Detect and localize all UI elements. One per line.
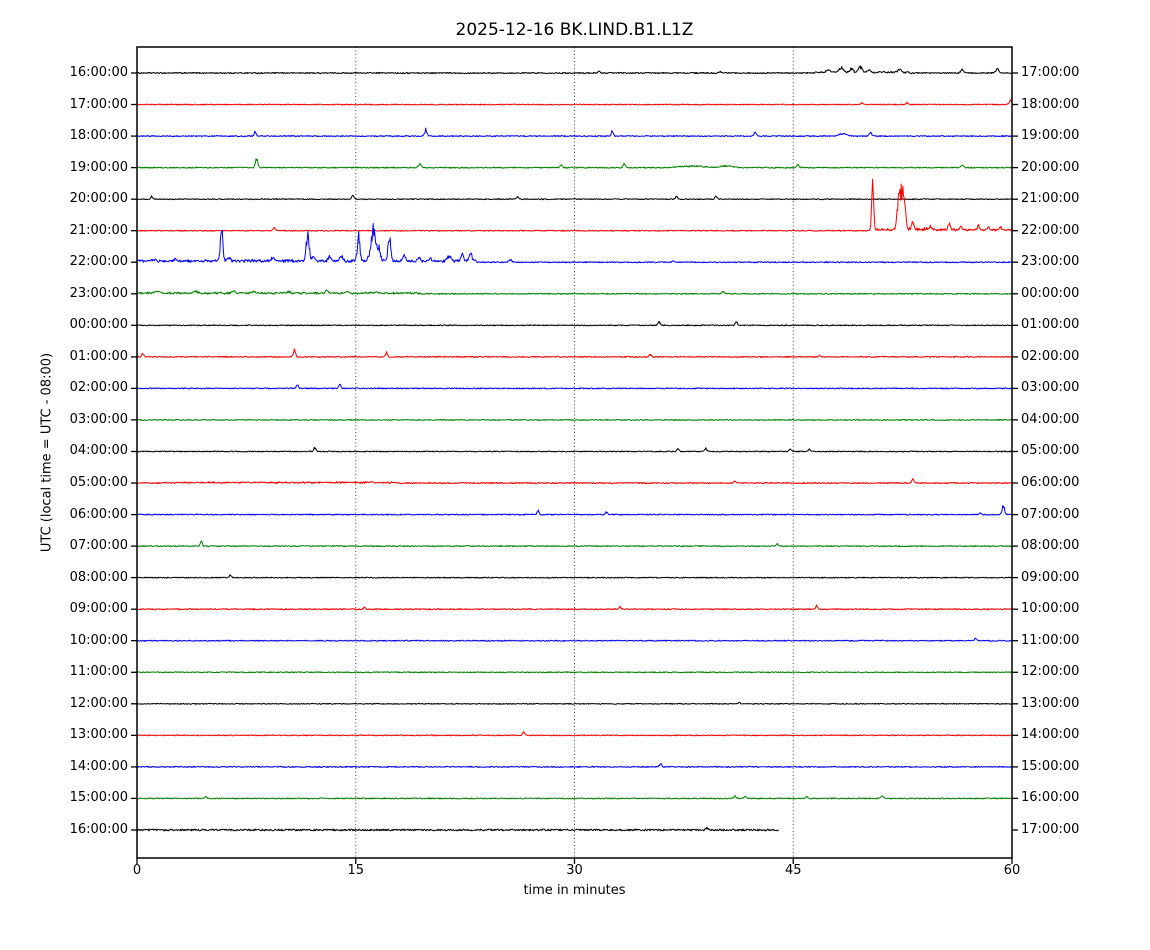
- trace-row-1700: [137, 99, 1012, 106]
- y-tick-label-utc: 19:00:00: [69, 159, 128, 175]
- trace-row-0900: [137, 604, 1012, 611]
- x-tick-label: 45: [784, 863, 802, 878]
- y-tick-label-local: 05:00:00: [1021, 443, 1080, 459]
- y-tick-label-local: 03:00:00: [1021, 380, 1080, 396]
- y-tick-label-utc: 12:00:00: [69, 695, 128, 711]
- y-tick-label-utc: 07:00:00: [69, 538, 128, 554]
- y-tick-label-utc: 16:00:00: [69, 821, 128, 837]
- trace-row-2000: [137, 194, 1012, 201]
- tick-marks: [131, 72, 1018, 864]
- y-tick-label-utc: 15:00:00: [69, 790, 128, 806]
- y-tick-label-local: 15:00:00: [1021, 758, 1080, 774]
- trace-group: [137, 65, 1012, 832]
- trace-row-1500: [137, 795, 1012, 800]
- y-tick-label-utc: 23:00:00: [69, 285, 128, 301]
- x-tick-label: 60: [1003, 863, 1021, 878]
- trace-row-2300: [137, 289, 1012, 295]
- trace-row-0700: [137, 540, 1012, 548]
- y-tick-label-utc: 17:00:00: [69, 96, 128, 112]
- y-tick-label-local: 07:00:00: [1021, 506, 1080, 522]
- y-tick-label-local: 18:00:00: [1021, 96, 1080, 112]
- y-tick-label-local: 01:00:00: [1021, 317, 1080, 333]
- y-tick-label-utc: 04:00:00: [69, 443, 128, 459]
- y-tick-label-local: 04:00:00: [1021, 411, 1080, 427]
- y-tick-label-utc: 14:00:00: [69, 758, 128, 774]
- x-tick-label: 30: [566, 863, 583, 878]
- trace-row-0800: [137, 574, 1012, 579]
- trace-row-0600: [137, 505, 1012, 516]
- y-tick-label-local: 09:00:00: [1021, 569, 1080, 585]
- x-tick-label: 15: [347, 863, 365, 878]
- y-tick-label-local: 23:00:00: [1021, 254, 1080, 270]
- trace-row-1800: [137, 127, 1012, 138]
- y-tick-label-local: 19:00:00: [1021, 128, 1080, 144]
- y-tick-label-utc: 00:00:00: [69, 317, 128, 333]
- y-tick-label-utc: 09:00:00: [69, 601, 128, 617]
- chart-title: 2025-12-16 BK.LIND.B1.L1Z: [455, 20, 694, 40]
- trace-row-0300: [137, 418, 1012, 421]
- y-tick-label-utc: 02:00:00: [69, 380, 128, 396]
- plot-frame: [136, 46, 1013, 859]
- y-tick-label-utc: 20:00:00: [69, 191, 128, 207]
- y-tick-label-local: 08:00:00: [1021, 538, 1080, 554]
- y-tick-label-utc: 21:00:00: [69, 222, 128, 238]
- y-tick-label-local: 17:00:00: [1021, 821, 1080, 837]
- trace-row-1600: [137, 826, 780, 832]
- trace-row-1200: [137, 701, 1012, 705]
- x-tick-label: 0: [132, 863, 142, 878]
- trace-row-1600: [137, 65, 1012, 75]
- y-tick-label-local: 14:00:00: [1021, 727, 1080, 743]
- y-tick-label-utc: 10:00:00: [69, 632, 128, 648]
- y-tick-label-local: 16:00:00: [1021, 790, 1080, 806]
- y-tick-label-utc: 05:00:00: [69, 475, 128, 491]
- trace-row-1400: [137, 763, 1012, 768]
- y-tick-label-utc: 13:00:00: [69, 727, 128, 743]
- trace-row-0100: [137, 348, 1012, 358]
- y-tick-label-local: 13:00:00: [1021, 695, 1080, 711]
- trace-row-2100: [137, 178, 1012, 232]
- y-tick-label-utc: 16:00:00: [69, 65, 128, 80]
- y-tick-label-utc: 18:00:00: [69, 128, 128, 144]
- trace-row-0500: [137, 478, 1012, 485]
- y-tick-label-local: 17:00:00: [1021, 65, 1080, 80]
- trace-row-1300: [137, 731, 1012, 737]
- trace-row-1000: [137, 637, 1012, 642]
- y-tick-label-local: 22:00:00: [1021, 222, 1080, 238]
- trace-row-0400: [137, 446, 1012, 453]
- y-tick-label-utc: 11:00:00: [69, 664, 128, 680]
- y-tick-label-utc: 03:00:00: [69, 411, 128, 427]
- trace-row-1900: [137, 158, 1012, 169]
- trace-row-2200: [137, 223, 1012, 264]
- y-tick-label-local: 02:00:00: [1021, 348, 1080, 364]
- trace-row-0200: [137, 383, 1012, 390]
- x-axis-label: time in minutes: [523, 883, 626, 898]
- trace-row-1100: [137, 671, 1012, 674]
- y-tick-label-local: 12:00:00: [1021, 664, 1080, 680]
- y-tick-label-local: 21:00:00: [1021, 191, 1080, 207]
- y-tick-label-utc: 01:00:00: [69, 348, 128, 364]
- y-tick-label-local: 00:00:00: [1021, 285, 1080, 301]
- trace-row-0000: [137, 320, 1012, 327]
- y-tick-label-utc: 22:00:00: [69, 254, 128, 270]
- y-tick-label-local: 20:00:00: [1021, 159, 1080, 175]
- y-tick-label-local: 06:00:00: [1021, 475, 1080, 491]
- y-tick-label-local: 10:00:00: [1021, 601, 1080, 617]
- y-tick-label-utc: 06:00:00: [69, 506, 128, 522]
- y-tick-label-local: 11:00:00: [1021, 632, 1080, 648]
- y-tick-label-utc: 08:00:00: [69, 569, 128, 585]
